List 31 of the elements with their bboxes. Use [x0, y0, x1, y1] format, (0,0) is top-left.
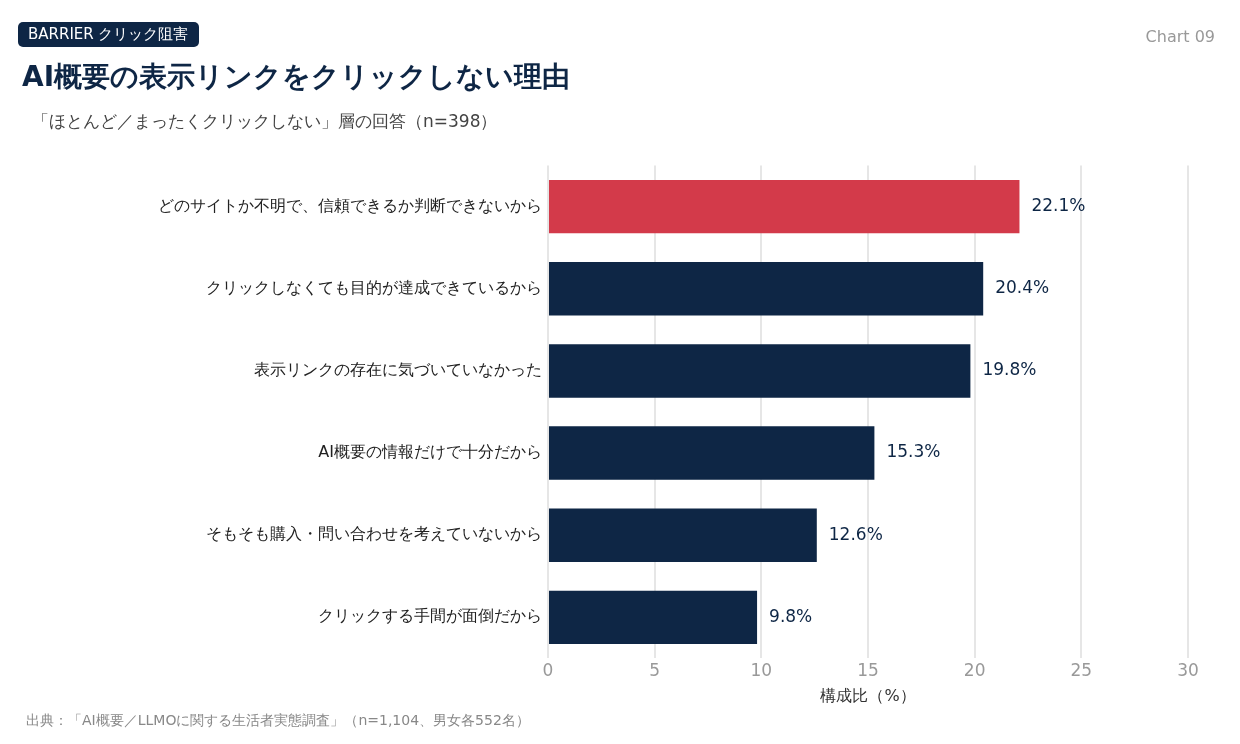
- text: AI概要の表示リンクをクリックしない理由: [22, 59, 571, 95]
- bar: [549, 344, 971, 398]
- data-label: 22.1%: [1031, 195, 1086, 216]
- data-label: 9.8%: [769, 605, 813, 626]
- y-tick-label: 表示リンクの存在に気づいていなかった: [254, 360, 542, 380]
- y-tick-label: AI概要の情報だけで十分だから: [318, 442, 542, 462]
- data-label: 12.6%: [828, 523, 883, 544]
- x-tick-label: 5: [649, 660, 661, 681]
- text: BARRIER クリック阻害: [18, 22, 199, 47]
- x-tick-label: 10: [750, 660, 773, 681]
- bar: [549, 179, 1020, 234]
- x-axis-title: 構成比（%）: [820, 685, 916, 705]
- bar: [549, 508, 817, 562]
- text: 「ほとんど／まったくクリックしない」層の回答（n=398）: [32, 110, 498, 133]
- bar: [549, 426, 875, 480]
- x-tick-label: 30: [1177, 660, 1199, 681]
- source-note: 出典：「AI概要／LLMOに関する生活者実態調査」（n=1,104、男女各552名）: [26, 712, 530, 730]
- x-tick-label: 25: [1070, 660, 1093, 681]
- caption: Chart 09: [1145, 27, 1215, 46]
- x-tick-label: 15: [857, 660, 879, 681]
- data-label: 15.3%: [886, 441, 941, 462]
- bar: [549, 590, 758, 645]
- x-tick-label: 20: [963, 660, 986, 681]
- y-tick-label: クリックする手間が面倒だから: [318, 606, 542, 626]
- x-tick-label: 0: [542, 660, 554, 681]
- y-tick-label: どのサイトか不明で、信頼できるか判断できないから: [158, 195, 542, 215]
- y-tick-label: クリックしなくても目的が達成できているから: [206, 277, 542, 297]
- data-label: 20.4%: [995, 277, 1050, 298]
- data-label: 19.8%: [982, 359, 1037, 380]
- y-tick-label: そもそも購入・問い合わせを考えていないから: [206, 524, 542, 544]
- bar: [549, 262, 984, 316]
